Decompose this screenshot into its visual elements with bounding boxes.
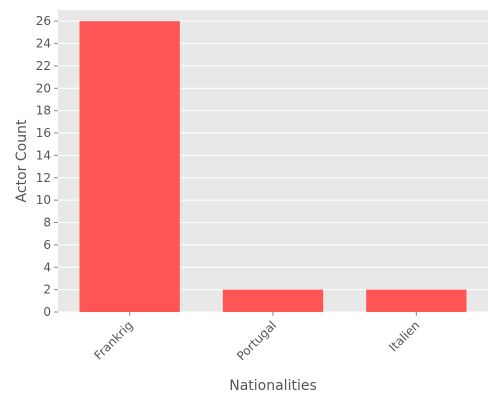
y-tick-label: 14: [36, 148, 51, 162]
bars: [79, 21, 467, 313]
y-tick-label: 10: [36, 193, 51, 207]
y-axis-title: Actor Count: [14, 119, 30, 202]
y-tick-label: 0: [43, 305, 51, 319]
x-tick-label: Portugal: [234, 318, 279, 363]
bar-portugal: [222, 289, 324, 312]
y-tick-label: 12: [36, 171, 51, 185]
y-tick-label: 6: [43, 238, 51, 252]
y-tick-label: 20: [36, 81, 51, 95]
y-tick-label: 24: [36, 37, 51, 51]
x-axis-ticks: Frankrig Portugal Italien: [91, 312, 422, 363]
y-tick-label: 22: [36, 59, 51, 73]
y-tick-label: 16: [36, 126, 51, 140]
y-tick-label: 18: [36, 104, 51, 118]
y-tick-label: 26: [36, 14, 51, 28]
x-axis-title: Nationalities: [229, 378, 317, 394]
bar-italien: [366, 289, 467, 312]
bar-frankrig: [79, 21, 180, 313]
x-tick-label: Frankrig: [91, 318, 135, 362]
y-tick-label: 4: [43, 260, 51, 274]
y-tick-label: 2: [43, 283, 51, 297]
y-tick-label: 8: [43, 216, 51, 230]
x-tick-label: Italien: [386, 318, 422, 354]
